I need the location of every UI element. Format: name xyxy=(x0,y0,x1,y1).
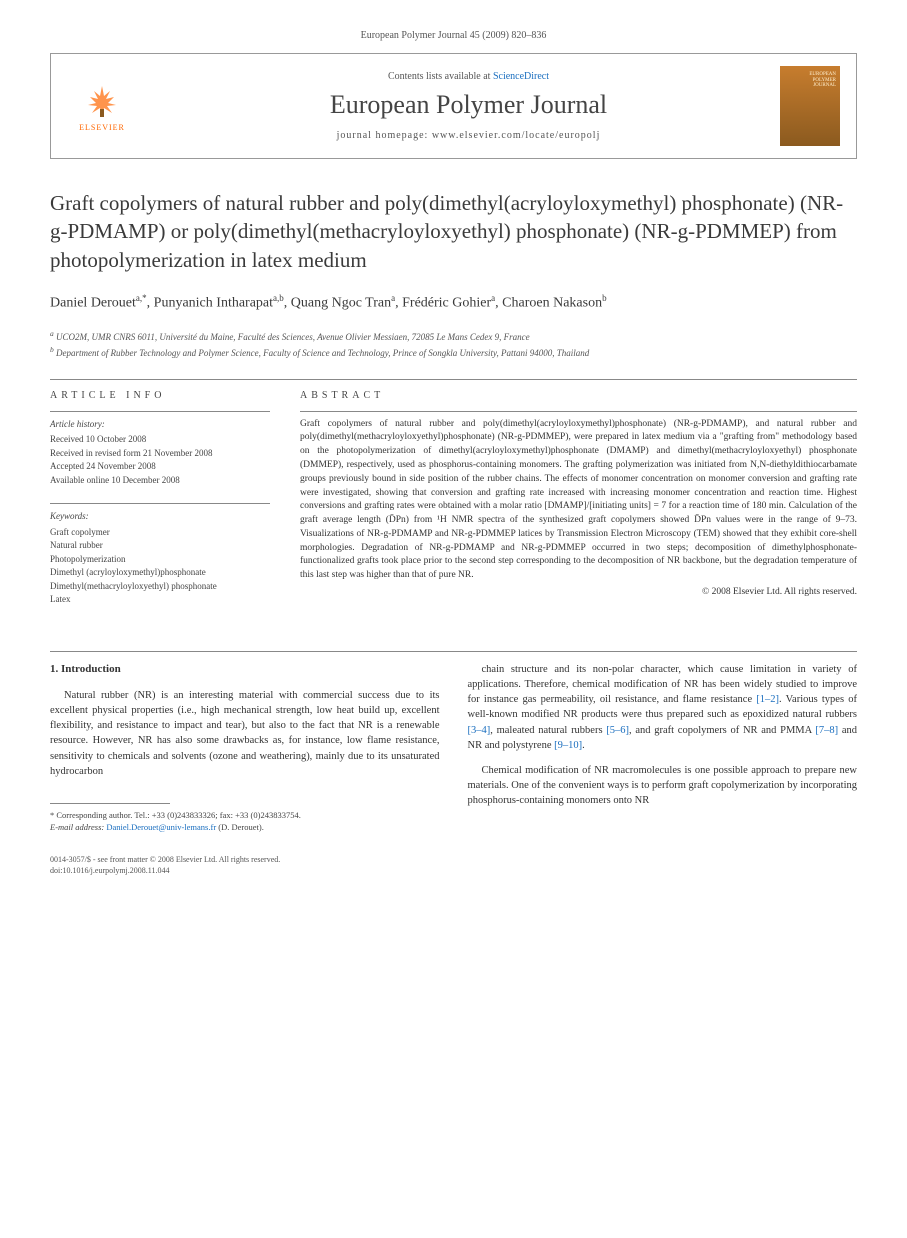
keyword-item: Natural rubber xyxy=(50,539,270,553)
abstract-label: ABSTRACT xyxy=(300,386,857,401)
affiliation-text: UCO2M, UMR CNRS 6011, Université du Main… xyxy=(56,332,530,342)
keyword-item: Dimethyl (acryloyloxymethyl)phosphonate xyxy=(50,566,270,580)
keywords-heading: Keywords: xyxy=(50,510,270,524)
keyword-item: Photopolymerization xyxy=(50,553,270,567)
author-list: Daniel Deroueta,*, Punyanich Intharapata… xyxy=(50,292,857,314)
sciencedirect-link[interactable]: ScienceDirect xyxy=(493,71,549,82)
elsevier-tree-icon xyxy=(82,81,122,121)
article-history: Article history: Received 10 October 200… xyxy=(50,411,270,488)
abstract-copyright: © 2008 Elsevier Ltd. All rights reserved… xyxy=(300,587,857,597)
article-title: Graft copolymers of natural rubber and p… xyxy=(50,189,857,274)
body-column-right: chain structure and its non-polar charac… xyxy=(468,662,858,876)
corresponding-author-footnote: * Corresponding author. Tel.: +33 (0)243… xyxy=(50,810,440,834)
body-two-column: 1. Introduction Natural rubber (NR) is a… xyxy=(50,662,857,876)
footnote-rule xyxy=(50,803,170,804)
history-revised: Received in revised form 21 November 200… xyxy=(50,447,270,461)
abstract-text: Graft copolymers of natural rubber and p… xyxy=(300,411,857,583)
email-label: E-mail address: xyxy=(50,822,104,832)
keyword-item: Latex xyxy=(50,593,270,607)
body-paragraph: Natural rubber (NR) is an interesting ma… xyxy=(50,688,440,779)
publisher-name: ELSEVIER xyxy=(79,123,125,132)
journal-cover-thumbnail: EUROPEAN POLYMER JOURNAL xyxy=(780,66,840,146)
keywords-block: Keywords: Graft copolymerNatural rubberP… xyxy=(50,503,270,607)
front-matter-line: 0014-3057/$ - see front matter © 2008 El… xyxy=(50,854,440,865)
reference-link[interactable]: [3–4] xyxy=(468,725,491,736)
keyword-item: Dimethyl(methacryloyloxyethyl) phosphona… xyxy=(50,580,270,594)
journal-masthead: ELSEVIER Contents lists available at Sci… xyxy=(50,53,857,159)
affiliation-a: a UCO2M, UMR CNRS 6011, Université du Ma… xyxy=(50,328,857,345)
affiliation-text: Department of Rubber Technology and Poly… xyxy=(56,348,589,358)
reference-link[interactable]: [1–2] xyxy=(756,694,779,705)
footnote-email-line: E-mail address: Daniel.Derouet@univ-lema… xyxy=(50,822,440,834)
abstract-column: ABSTRACT Graft copolymers of natural rub… xyxy=(300,386,857,623)
info-abstract-row: ARTICLE INFO Article history: Received 1… xyxy=(50,386,857,623)
contents-available: Contents lists available at ScienceDirec… xyxy=(157,71,780,82)
divider xyxy=(50,651,857,652)
article-info-label: ARTICLE INFO xyxy=(50,386,270,401)
history-online: Available online 10 December 2008 xyxy=(50,474,270,488)
section-heading: 1. Introduction xyxy=(50,662,440,678)
history-accepted: Accepted 24 November 2008 xyxy=(50,460,270,474)
article-info-column: ARTICLE INFO Article history: Received 1… xyxy=(50,386,270,623)
email-paren: (D. Derouet). xyxy=(218,822,264,832)
cover-label-line: EUROPEAN xyxy=(809,72,836,78)
affiliation-b: b Department of Rubber Technology and Po… xyxy=(50,344,857,361)
reference-link[interactable]: [5–6] xyxy=(606,725,629,736)
divider xyxy=(50,379,857,380)
reference-link[interactable]: [9–10] xyxy=(554,740,582,751)
running-header: European Polymer Journal 45 (2009) 820–8… xyxy=(50,30,857,41)
body-paragraph: chain structure and its non-polar charac… xyxy=(468,662,858,753)
keywords-list: Graft copolymerNatural rubberPhotopolyme… xyxy=(50,526,270,607)
footnote-line: * Corresponding author. Tel.: +33 (0)243… xyxy=(50,810,440,822)
cover-label-line: JOURNAL xyxy=(809,83,836,89)
reference-link[interactable]: [7–8] xyxy=(815,725,838,736)
doi-line: doi:10.1016/j.eurpolymj.2008.11.044 xyxy=(50,865,440,876)
body-paragraph: Chemical modification of NR macromolecul… xyxy=(468,763,858,809)
journal-homepage: journal homepage: www.elsevier.com/locat… xyxy=(157,130,780,141)
keyword-item: Graft copolymer xyxy=(50,526,270,540)
body-column-left: 1. Introduction Natural rubber (NR) is a… xyxy=(50,662,440,876)
email-link[interactable]: Daniel.Derouet@univ-lemans.fr xyxy=(106,822,216,832)
journal-name: European Polymer Journal xyxy=(157,90,780,120)
masthead-center: Contents lists available at ScienceDirec… xyxy=(157,71,780,141)
affiliations: a UCO2M, UMR CNRS 6011, Université du Ma… xyxy=(50,328,857,361)
history-received: Received 10 October 2008 xyxy=(50,433,270,447)
cover-label: EUROPEAN POLYMER JOURNAL xyxy=(809,72,836,89)
contents-prefix: Contents lists available at xyxy=(388,71,493,82)
history-heading: Article history: xyxy=(50,418,270,432)
bottom-metadata: 0014-3057/$ - see front matter © 2008 El… xyxy=(50,854,440,876)
publisher-logo: ELSEVIER xyxy=(67,71,137,141)
